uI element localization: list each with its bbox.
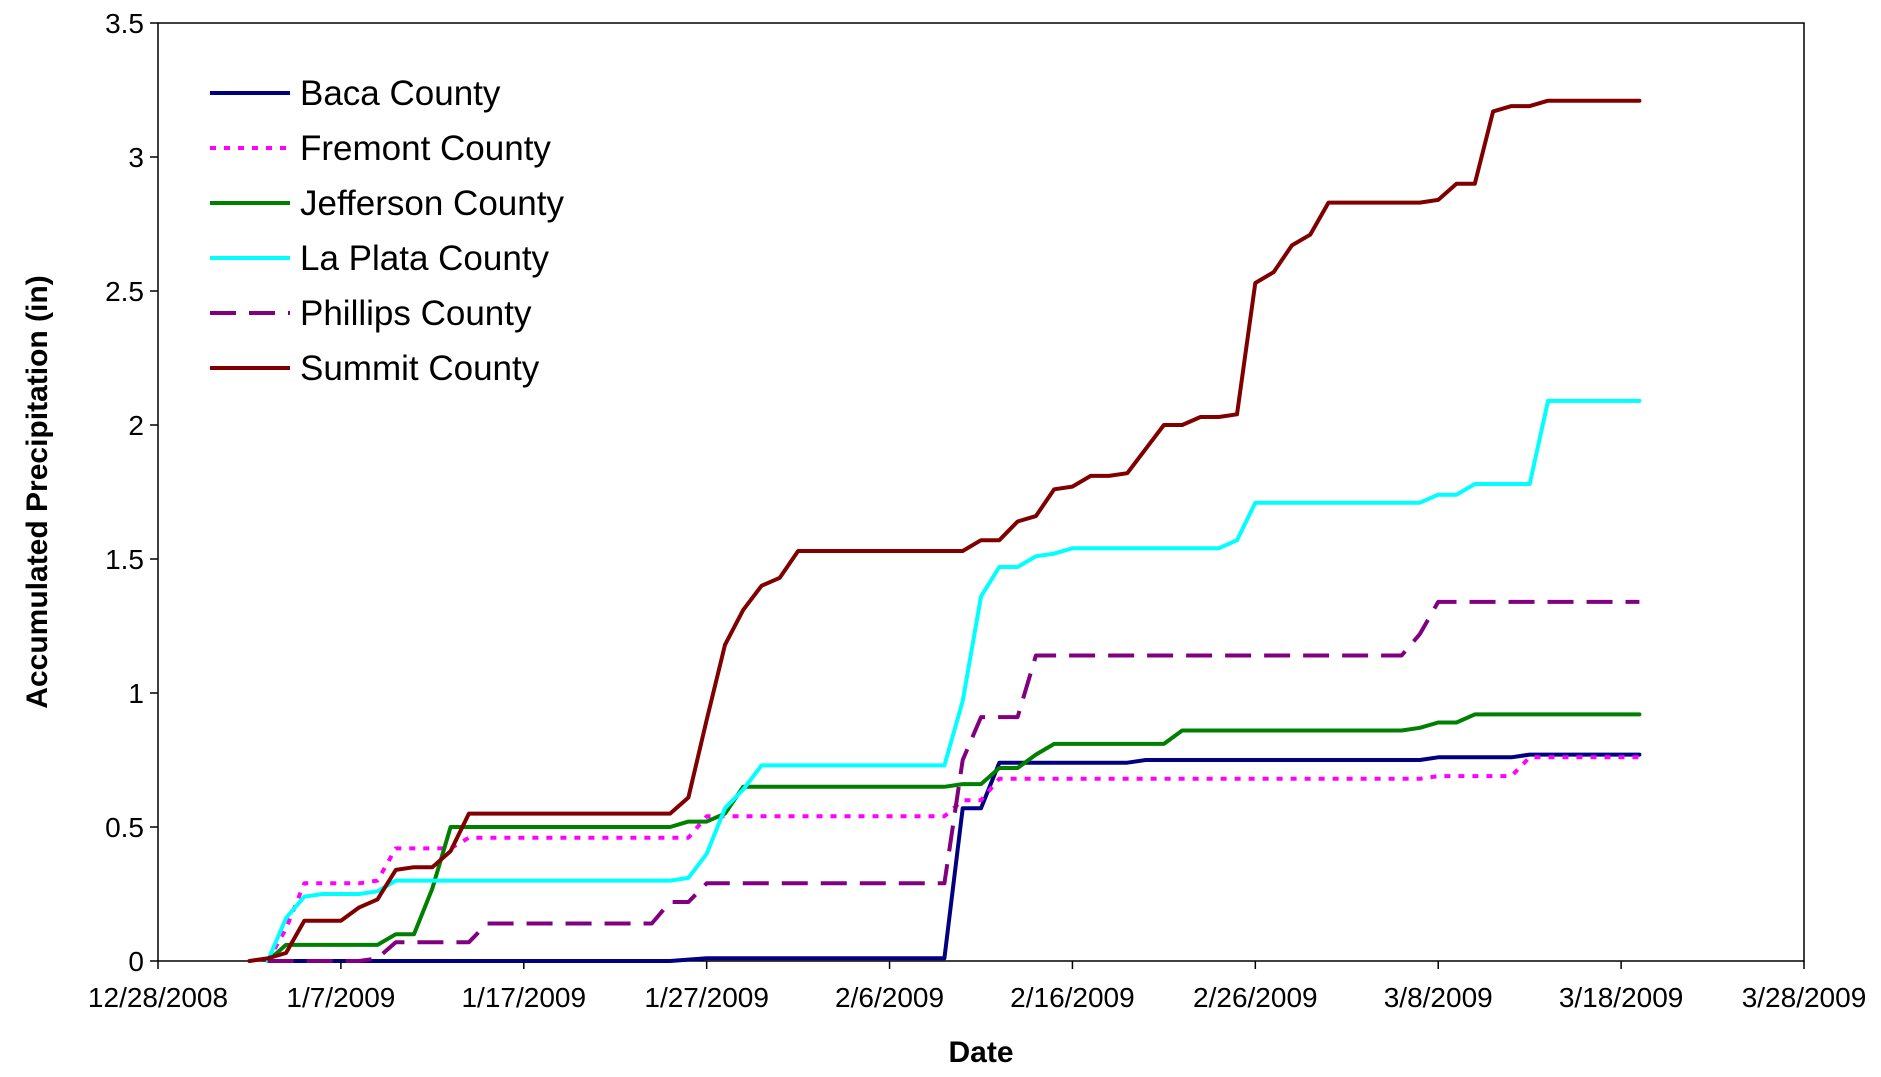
series-line-baca-county [265,752,1642,963]
x-tick-label: 1/17/2009 [461,982,586,1013]
legend-label-jefferson-county: Jefferson County [300,184,564,223]
series-line-fremont-county [265,755,1640,962]
legend: Baca County Fremont County Jefferson Count… [210,74,564,388]
x-tick-label: 2/6/2009 [835,982,944,1013]
x-axis-title: Date [948,1036,1013,1069]
y-tick-label: 3 [128,142,144,173]
x-tick-label: 3/8/2009 [1384,982,1493,1013]
y-tick-label: 1.5 [105,544,144,575]
legend-label-summit-county: Summit County [300,349,540,388]
x-tick-label: 3/28/2009 [1742,982,1867,1013]
series-line-phillips-county [267,599,1640,963]
x-tick-label: 12/28/2008 [88,982,228,1013]
x-tick-label: 1/27/2009 [644,982,769,1013]
series-layer [247,98,1642,963]
series-line-la-plata-county [265,398,1642,963]
y-tick-label: 0.5 [105,812,144,843]
y-tick-label: 3.5 [105,8,144,39]
series-line-summit-county [247,98,1642,963]
x-tick-label: 3/18/2009 [1559,982,1684,1013]
y-tick-label: 0 [128,946,144,977]
legend-label-baca-county: Baca County [300,74,501,113]
y-tick-label: 2.5 [105,276,144,307]
axes-layer: 0 0.5 1 1.5 2 2.5 3 3.5 12/28/2008 1/7/2009 1/17/2… [88,8,1866,1013]
y-tick-label: 1 [128,678,144,709]
legend-label-fremont-county: Fremont County [300,129,551,168]
x-tick-label: 2/26/2009 [1193,982,1318,1013]
y-tick-label: 2 [128,410,144,441]
y-axis-title: Accumulated Precipitation (in) [21,275,54,708]
series-line-jefferson-county [265,712,1642,963]
x-tick-label: 2/16/2009 [1010,982,1135,1013]
legend-label-phillips-county: Phillips County [300,294,532,333]
legend-label-la-plata-county: La Plata County [300,239,550,278]
x-tick-label: 1/7/2009 [286,982,395,1013]
